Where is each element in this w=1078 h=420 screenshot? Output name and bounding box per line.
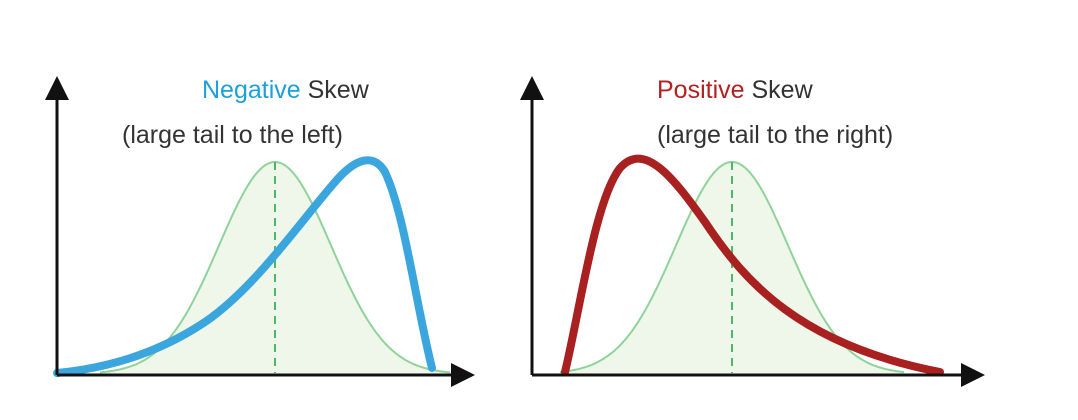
x-axis-arrow-icon	[961, 363, 985, 387]
panel-negative-skew: Negative Skew (large tail to the left)	[45, 76, 475, 387]
x-axis-arrow-icon	[451, 363, 475, 387]
title-accent-word: Positive	[657, 76, 745, 104]
panel-subtitle: (large tail to the left)	[122, 121, 343, 149]
skewed-curve	[53, 156, 436, 377]
title-accent-word: Negative	[202, 76, 301, 104]
title-rest: Skew	[745, 76, 814, 104]
panel-title: Positive Skew	[657, 76, 814, 104]
panel-positive-skew: Positive Skew (large tail to the right)	[520, 76, 985, 387]
skewed-curve	[561, 154, 944, 376]
panel-subtitle: (large tail to the right)	[657, 121, 893, 149]
title-rest: Skew	[301, 76, 370, 104]
panel-title: Negative Skew	[202, 76, 370, 104]
y-axis-arrow-icon	[45, 76, 69, 100]
y-axis-arrow-icon	[520, 76, 544, 100]
